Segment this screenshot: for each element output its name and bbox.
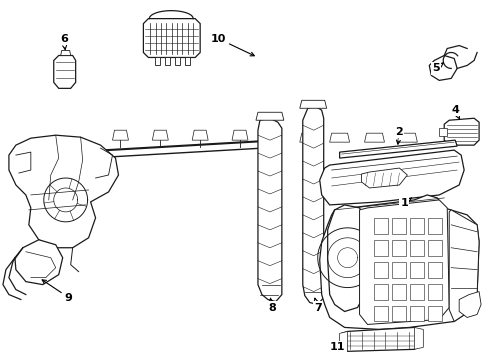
Polygon shape <box>459 292 481 318</box>
Polygon shape <box>362 168 407 188</box>
Polygon shape <box>340 140 457 158</box>
Polygon shape <box>144 19 200 58</box>
Polygon shape <box>428 218 442 234</box>
Text: 7: 7 <box>314 298 321 312</box>
Polygon shape <box>410 240 424 256</box>
Polygon shape <box>300 133 319 142</box>
Polygon shape <box>374 284 389 300</box>
Text: 4: 4 <box>451 105 460 119</box>
Polygon shape <box>429 55 457 80</box>
Polygon shape <box>374 306 389 321</box>
Text: 11: 11 <box>330 342 345 352</box>
Polygon shape <box>410 284 424 300</box>
Polygon shape <box>192 130 208 140</box>
Polygon shape <box>449 210 479 321</box>
Polygon shape <box>319 195 479 329</box>
Polygon shape <box>232 130 248 140</box>
Polygon shape <box>340 332 347 351</box>
Text: 5: 5 <box>433 63 443 73</box>
Polygon shape <box>155 58 160 66</box>
Text: 6: 6 <box>60 33 68 50</box>
Polygon shape <box>410 262 424 278</box>
Polygon shape <box>15 240 63 285</box>
Polygon shape <box>360 200 449 324</box>
Polygon shape <box>392 262 406 278</box>
Polygon shape <box>374 240 389 256</box>
Polygon shape <box>113 130 128 140</box>
Polygon shape <box>256 112 284 120</box>
Polygon shape <box>54 55 75 88</box>
Polygon shape <box>342 328 421 351</box>
Text: 8: 8 <box>268 298 276 312</box>
Text: 10: 10 <box>210 33 254 56</box>
Polygon shape <box>428 306 442 321</box>
Polygon shape <box>303 106 324 305</box>
Polygon shape <box>185 58 190 66</box>
Polygon shape <box>374 218 389 234</box>
Text: 9: 9 <box>42 280 73 302</box>
Text: 3: 3 <box>0 359 1 360</box>
Polygon shape <box>410 218 424 234</box>
Polygon shape <box>152 130 168 140</box>
Polygon shape <box>330 133 349 142</box>
Polygon shape <box>365 133 385 142</box>
Polygon shape <box>175 58 180 66</box>
Polygon shape <box>374 262 389 278</box>
Polygon shape <box>328 205 365 311</box>
Text: 2: 2 <box>395 127 403 144</box>
Polygon shape <box>165 58 171 66</box>
Polygon shape <box>258 118 282 302</box>
Polygon shape <box>9 135 119 248</box>
Polygon shape <box>428 284 442 300</box>
Polygon shape <box>61 50 71 55</box>
Text: 1: 1 <box>400 198 412 208</box>
Polygon shape <box>428 262 442 278</box>
Polygon shape <box>392 284 406 300</box>
Polygon shape <box>410 306 424 321</box>
Polygon shape <box>428 240 442 256</box>
Polygon shape <box>392 240 406 256</box>
Polygon shape <box>392 306 406 321</box>
Polygon shape <box>415 328 423 349</box>
Polygon shape <box>392 218 406 234</box>
Polygon shape <box>439 128 447 136</box>
Polygon shape <box>300 100 327 108</box>
Polygon shape <box>444 118 479 145</box>
Polygon shape <box>319 150 464 205</box>
Polygon shape <box>397 133 417 142</box>
